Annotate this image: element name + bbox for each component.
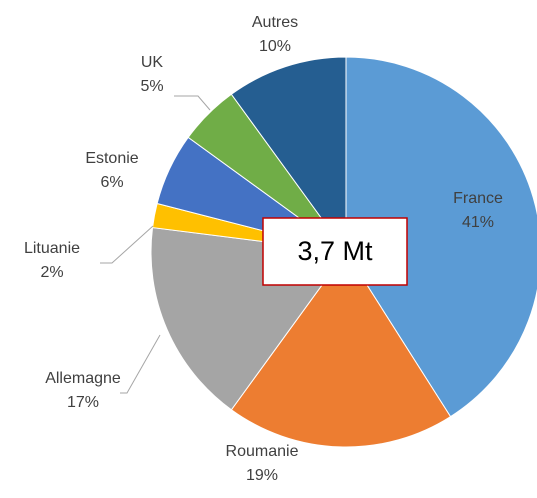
slice-label: Lituanie [24, 240, 80, 257]
slice-value: 6% [100, 174, 123, 191]
slice-value: 10% [259, 38, 291, 55]
slice-value: 19% [246, 467, 278, 484]
slice-label: Roumanie [226, 443, 299, 460]
slice-label: France [453, 190, 503, 207]
slice [230, 56, 347, 254]
leader-line [120, 334, 161, 394]
leader-line [100, 225, 154, 264]
slice-value: 17% [67, 394, 99, 411]
slice-value: 2% [40, 264, 63, 281]
slice-value: 41% [462, 214, 494, 231]
slice-label: Autres [252, 14, 298, 31]
slice [230, 251, 452, 448]
annotation-box [262, 217, 408, 286]
slice-label: Allemagne [45, 370, 121, 387]
slice-label: Estonie [85, 150, 138, 167]
leader-line [174, 95, 211, 111]
slice-value: 5% [140, 78, 163, 95]
slice-label: UK [141, 54, 164, 71]
annotation: 3,7 Mt [297, 236, 373, 266]
